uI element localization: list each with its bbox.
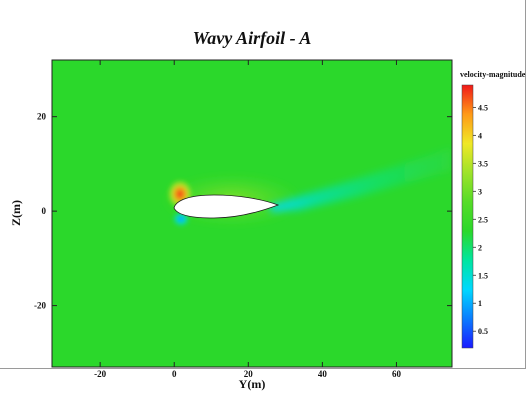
colorbar-ticks: 4.5 4 3.5 3 2.5 2 1.5 1 0.5 [473, 103, 488, 336]
x-tick-label: 40 [318, 369, 328, 379]
colorbar [461, 84, 474, 349]
x-axis: -20 0 20 40 60 [94, 60, 401, 379]
colorbar-tick-label: 2 [478, 243, 482, 252]
colorbar-tick-label: 3 [478, 187, 482, 196]
plot-area [52, 60, 452, 367]
x-tick-label: -20 [94, 369, 106, 379]
y-axis-label: Z(m) [9, 200, 23, 226]
colorbar-label: velocity-magnitude [460, 70, 526, 79]
x-tick-label: 60 [392, 369, 402, 379]
colorbar-tick-label: 4.5 [478, 103, 488, 112]
x-tick-label: 0 [172, 369, 177, 379]
y-tick-label: -20 [34, 301, 46, 311]
wake-deficit-region [268, 148, 452, 212]
colorbar-tick-label: 4 [478, 131, 482, 140]
y-tick-label: 20 [37, 112, 47, 122]
x-tick-label: 20 [244, 369, 254, 379]
airfoil-shape [173, 194, 280, 219]
figure-frame [0, 0, 526, 369]
y-tick-label: 0 [42, 206, 47, 216]
colorbar-tick-label: 0.5 [478, 327, 488, 336]
plot-border [51, 59, 453, 368]
colorbar-tick-label: 3.5 [478, 159, 488, 168]
chart-title: Wavy Airfoil - A [192, 28, 312, 48]
colorbar-tick-label: 2.5 [478, 215, 488, 224]
x-axis-label: Y(m) [239, 377, 266, 391]
y-axis: 20 0 -20 [34, 112, 452, 311]
colorbar-tick-label: 1 [478, 299, 482, 308]
colorbar-tick-label: 1.5 [478, 271, 488, 280]
